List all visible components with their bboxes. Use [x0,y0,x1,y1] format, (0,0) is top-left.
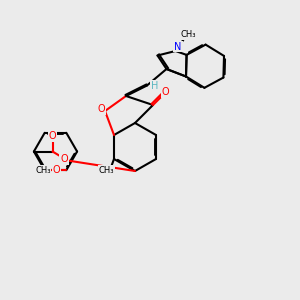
Text: O: O [60,154,68,164]
Text: H: H [151,80,158,91]
Text: O: O [162,87,170,97]
Text: CH₃: CH₃ [99,166,114,175]
Text: O: O [98,103,105,114]
Text: O: O [53,165,61,175]
Text: CH₃: CH₃ [35,166,51,175]
Text: O: O [49,131,56,141]
Text: CH₃: CH₃ [180,30,196,39]
Text: N: N [174,41,182,52]
